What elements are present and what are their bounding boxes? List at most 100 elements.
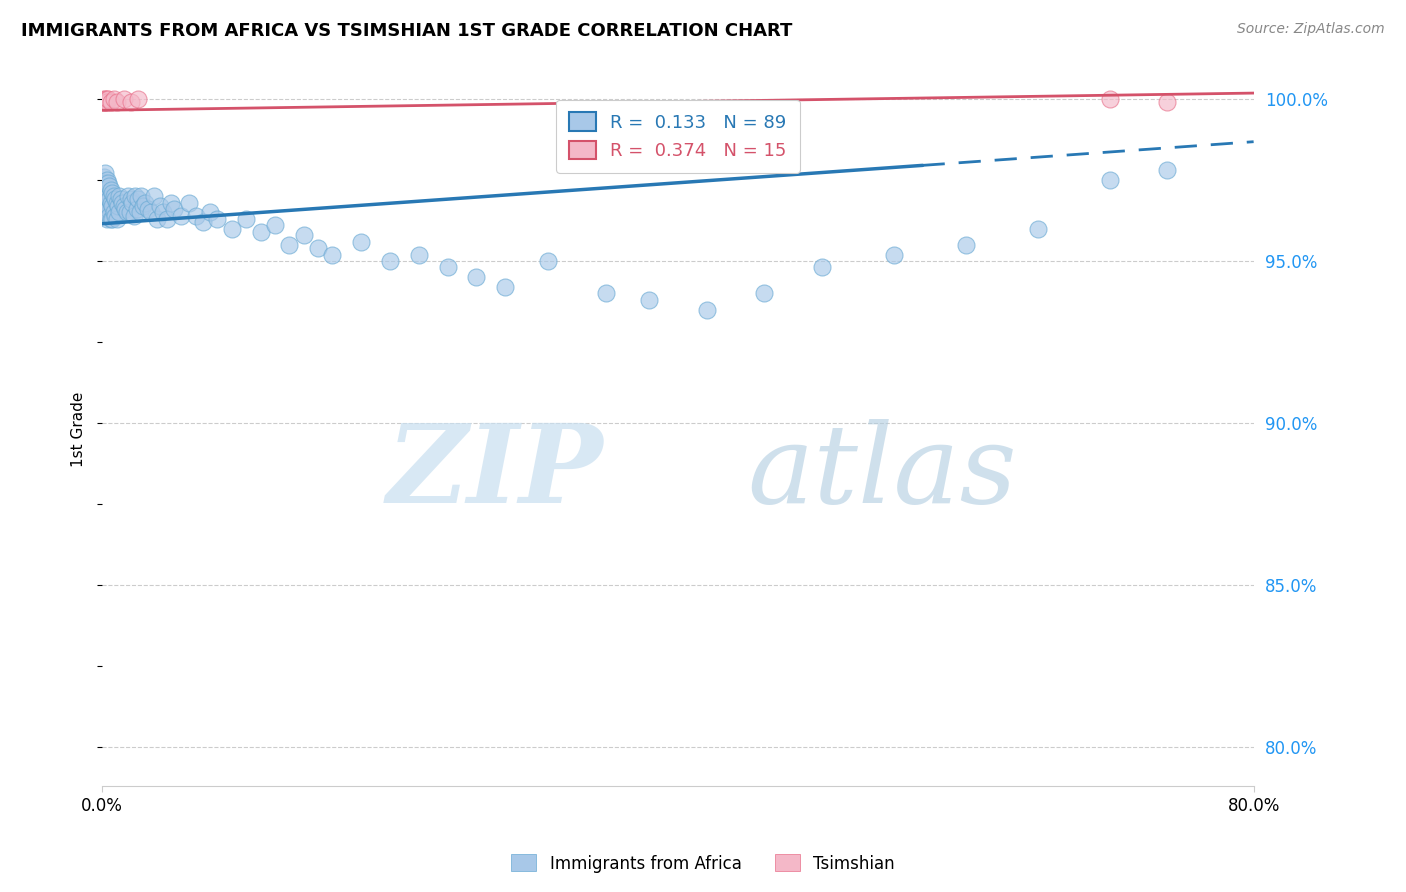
Point [127,193,149,207]
Point [101,211,124,226]
Point [883,247,905,261]
Point [235,211,257,226]
Point [134,195,156,210]
Point [146,211,169,226]
Point [98,193,121,207]
Point [170,209,193,223]
Point [94,189,117,203]
Point [105,95,128,110]
Point [811,260,834,275]
Point [112,92,135,106]
Point [129,189,152,203]
Point [111,195,134,210]
Point [638,293,661,307]
Point [249,225,271,239]
Point [93,195,115,210]
Point [103,205,125,219]
Point [94,205,117,219]
Point [1156,95,1178,110]
Point [1098,92,1121,106]
Point [184,209,207,223]
Point [110,193,132,207]
Point [537,254,560,268]
Text: atlas: atlas [747,418,1017,526]
Point [117,189,139,203]
Point [465,270,488,285]
Point [141,205,163,219]
Point [96,199,118,213]
Point [105,211,128,226]
Point [96,92,118,106]
Point [121,195,143,210]
Point [97,189,120,203]
Point [96,95,118,110]
Legend: Immigrants from Africa, Tsimshian: Immigrants from Africa, Tsimshian [505,847,901,880]
Point [278,237,301,252]
Point [143,189,166,203]
Point [120,193,142,207]
Point [94,92,117,106]
Text: Source: ZipAtlas.com: Source: ZipAtlas.com [1237,22,1385,37]
Point [321,247,343,261]
Text: ZIP: ZIP [387,418,603,526]
Point [494,280,516,294]
Point [136,202,159,216]
Point [120,95,142,110]
Point [696,302,718,317]
Point [98,209,121,223]
Point [114,202,136,216]
Point [163,202,186,216]
Point [177,195,200,210]
Legend: R =  0.133   N = 89, R =  0.374   N = 15: R = 0.133 N = 89, R = 0.374 N = 15 [557,100,800,173]
Point [96,186,118,200]
Point [98,179,121,194]
Point [350,235,373,249]
Point [101,186,124,200]
Point [198,205,221,219]
Point [595,286,617,301]
Point [292,228,315,243]
Point [149,199,172,213]
Point [94,166,117,180]
Point [160,195,183,210]
Point [307,241,329,255]
Point [108,189,131,203]
Point [378,254,401,268]
Point [131,199,153,213]
Point [112,199,135,213]
Point [100,211,122,226]
Point [125,202,148,216]
Point [103,189,125,203]
Point [408,247,430,261]
Point [128,205,150,219]
Point [118,205,141,219]
Point [97,202,120,216]
Point [97,176,120,190]
Point [127,92,149,106]
Y-axis label: 1st Grade: 1st Grade [72,392,86,467]
Point [191,215,214,229]
Point [96,173,118,187]
Point [124,189,146,203]
Text: IMMIGRANTS FROM AFRICA VS TSIMSHIAN 1ST GRADE CORRELATION CHART: IMMIGRANTS FROM AFRICA VS TSIMSHIAN 1ST … [21,22,793,40]
Point [955,237,977,252]
Point [1156,163,1178,178]
Point [96,211,118,226]
Point [101,199,124,213]
Point [122,209,145,223]
Point [97,92,120,106]
Point [94,95,117,110]
Point [264,219,287,233]
Point [93,92,115,106]
Point [107,199,129,213]
Point [100,95,122,110]
Point [94,176,117,190]
Point [93,183,115,197]
Point [100,183,122,197]
Point [100,195,122,210]
Point [105,195,128,210]
Point [754,286,776,301]
Point [207,211,229,226]
Point [436,260,458,275]
Point [104,209,127,223]
